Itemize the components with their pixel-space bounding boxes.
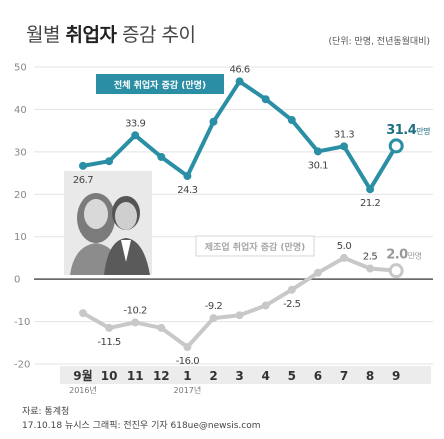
title-suffix: 증감 추이 [122, 24, 196, 46]
data-label: 33.9 [125, 118, 145, 129]
x-tick-label: 7 [340, 369, 348, 383]
x-tick-label: 4 [262, 369, 270, 383]
data-point [313, 147, 322, 156]
x-tick-label: 3 [235, 369, 243, 383]
x-tick-label: 1 [183, 369, 191, 383]
line-chart: 50 40 30 20 10 0 -10 -20 26.7 33.9 24.3 46.6 30.1 31.… [14, 63, 433, 395]
data-point [287, 116, 296, 125]
data-point [183, 343, 192, 352]
x-tick-label: 12 [153, 369, 170, 383]
data-point [209, 117, 218, 126]
data-point [366, 264, 375, 273]
source-note: 자료: 통계청 [22, 407, 70, 417]
unit-note: (단위: 만명, 전년동월대비) [328, 37, 430, 47]
data-label: 26.7 [73, 175, 93, 186]
y-tick-label: 20 [14, 190, 27, 201]
data-point [79, 309, 87, 318]
data-point [79, 161, 87, 170]
x-tick-label: 9월 [73, 368, 92, 383]
y-tick-label: 0 [14, 275, 20, 286]
data-point [105, 157, 114, 166]
data-label: 31.3 [334, 129, 354, 140]
y-tick-label: 10 [14, 232, 27, 243]
data-label: 31.4만명 [386, 123, 430, 138]
x-tick-label: 8 [366, 369, 374, 383]
data-point [105, 323, 114, 332]
data-label: -16.0 [176, 356, 200, 367]
data-point [131, 131, 140, 140]
man-face-shape [115, 202, 137, 230]
data-label: 5.0 [337, 241, 352, 252]
title-bold: 취업자 [65, 24, 117, 46]
y-tick-label: 40 [14, 105, 27, 116]
data-point [261, 95, 270, 104]
credit-note: 17.10.18 뉴시스 그래픽: 전진우 기자 618ue@newsis.co… [22, 421, 261, 431]
x-tick-label: 11 [127, 369, 144, 383]
data-point [366, 185, 375, 194]
data-point [131, 318, 140, 327]
data-label: -10.2 [124, 305, 148, 316]
legend-box-total [96, 74, 224, 94]
data-point [287, 285, 296, 294]
data-label: 24.3 [177, 185, 197, 196]
x-tick-label: 10 [101, 369, 118, 383]
legend-label-total: 전체 취업자 증감 (만명) [114, 79, 206, 91]
woman-face-shape [84, 199, 108, 229]
data-point [388, 138, 404, 154]
data-label: 46.6 [229, 64, 249, 75]
people-illustration [64, 171, 152, 275]
data-label: 21.2 [360, 198, 380, 209]
title-prefix: 월별 [26, 24, 60, 46]
data-label: 2.5 [363, 252, 378, 263]
legend-label-manufacturing: 제조업 취업자 증감 (만명) [205, 241, 305, 253]
y-tick-label: 30 [14, 147, 27, 158]
data-label: -9.2 [205, 301, 223, 312]
data-point [235, 77, 244, 86]
data-label: -2.5 [283, 299, 301, 310]
x-tick-label: 6 [314, 369, 322, 383]
data-point [340, 142, 348, 151]
footer: 자료: 통계청 17.10.18 뉴시스 그래픽: 전진우 기자 618ue@n… [22, 405, 260, 433]
data-point [157, 323, 166, 332]
x-tick-sublabel: 2016년 [69, 385, 97, 395]
data-label: 2.0만명 [386, 248, 421, 263]
x-tick-label: 5 [288, 369, 296, 383]
data-label: 30.1 [308, 160, 328, 171]
data-point [209, 314, 218, 323]
data-point [183, 172, 192, 181]
x-tick-label: 2 [209, 369, 217, 383]
x-tick-sublabel: 2017년 [174, 385, 202, 395]
data-point [313, 268, 322, 277]
y-tick-label: 50 [14, 63, 27, 74]
y-tick-label: -10 [14, 317, 30, 328]
y-tick-label: -20 [14, 360, 30, 371]
man-shirt-shape [121, 240, 131, 262]
x-axis-band [60, 366, 431, 384]
data-label: -11.5 [97, 337, 121, 348]
x-tick-label: 9 [392, 369, 400, 383]
data-point [340, 253, 348, 262]
data-point [388, 263, 404, 279]
legend-box-manufacturing [195, 235, 315, 257]
data-point [235, 311, 244, 320]
data-point [261, 301, 270, 310]
chart-title: 월별 취업자 증감 추이 [26, 20, 196, 47]
data-point [157, 152, 166, 161]
